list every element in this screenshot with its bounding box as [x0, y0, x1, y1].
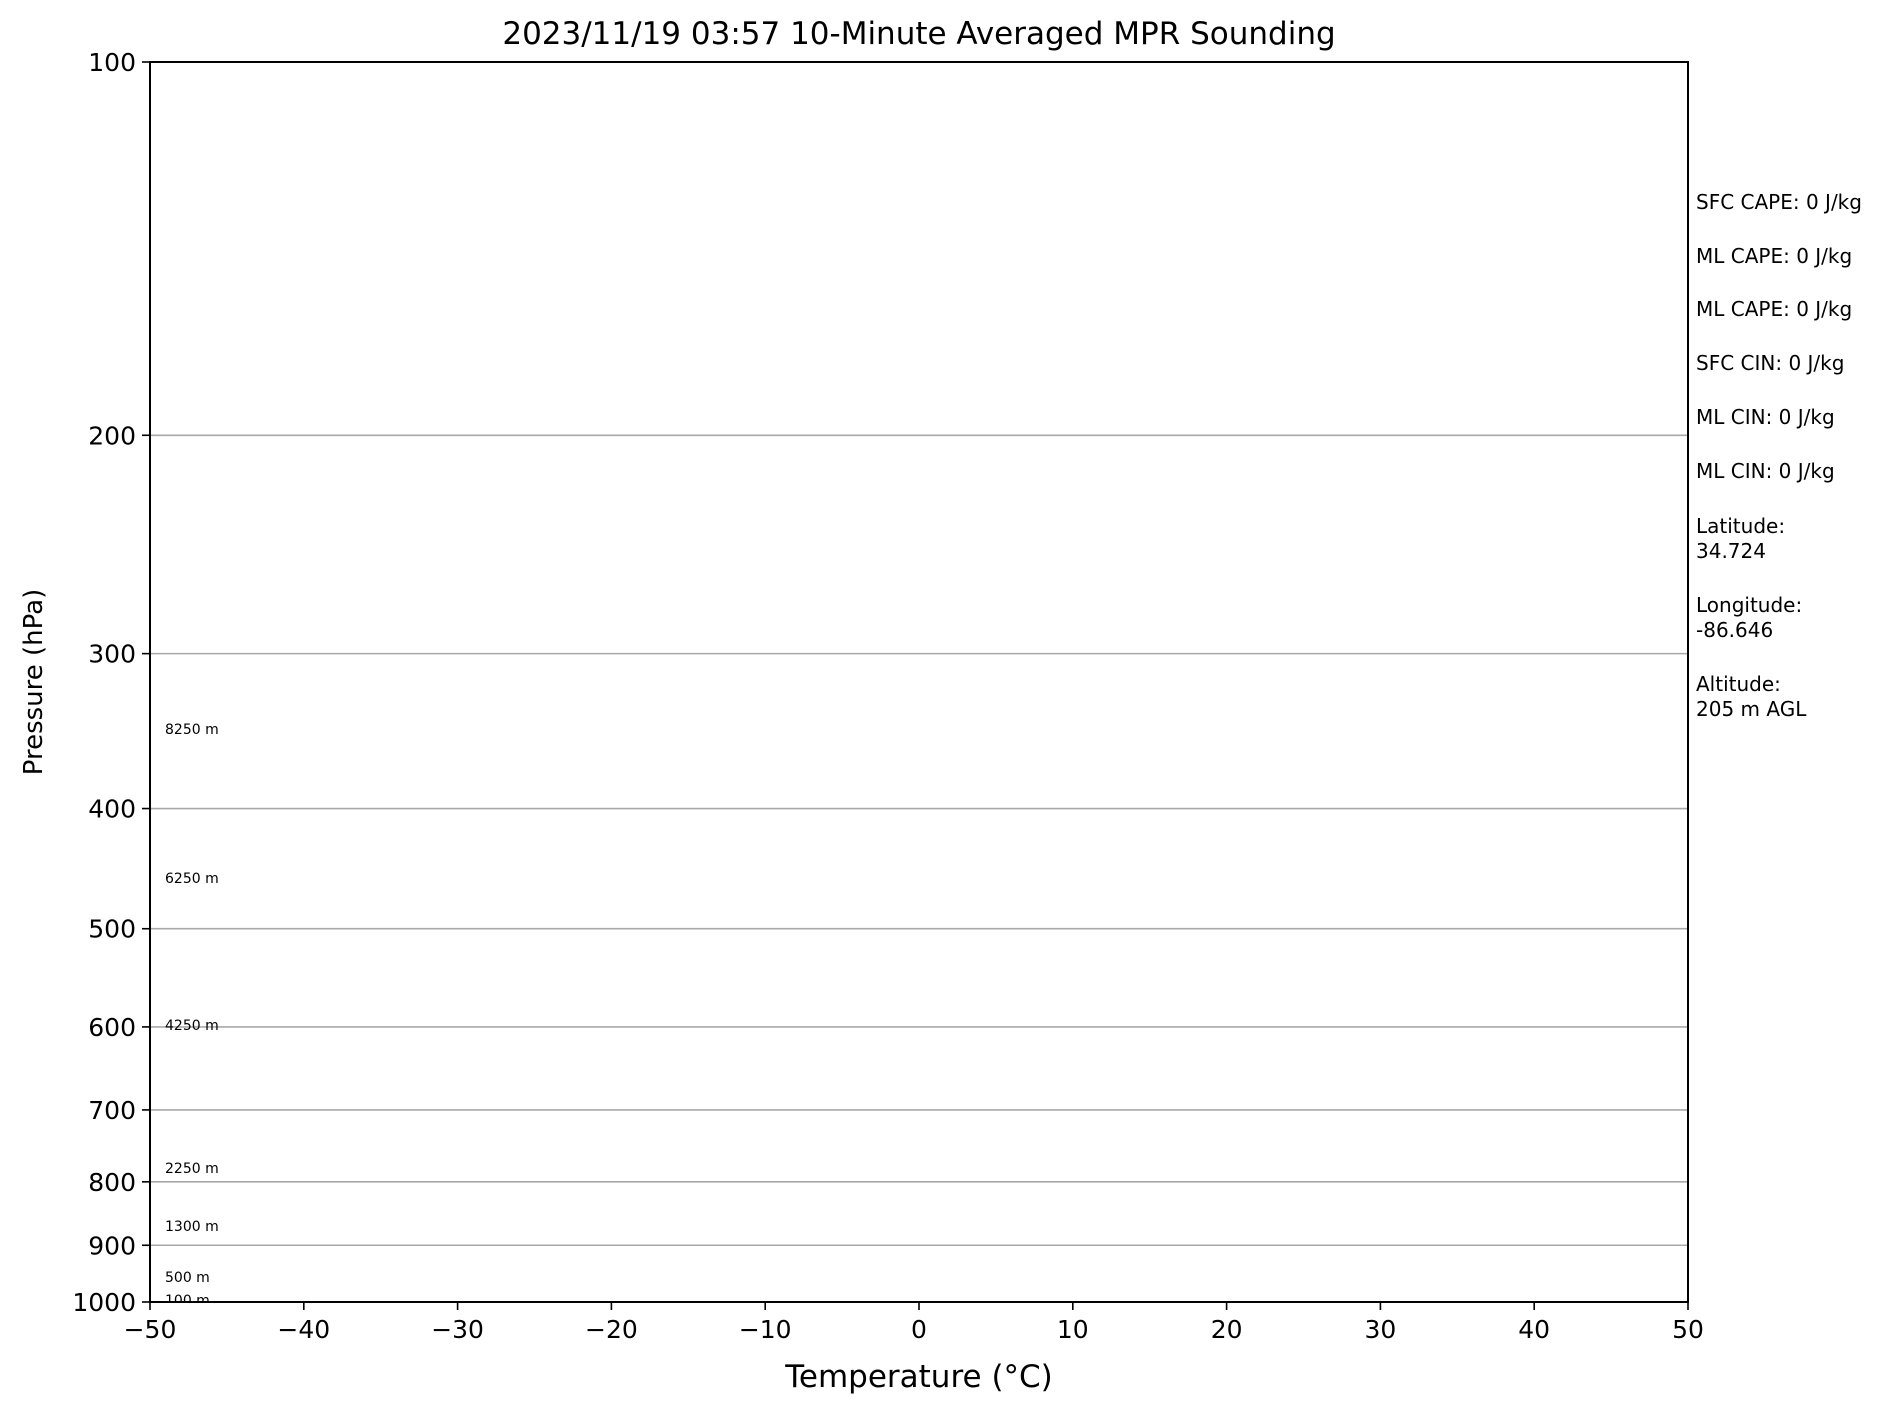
x-tick-label: 50: [1672, 1315, 1704, 1344]
x-tick-label: −20: [585, 1315, 638, 1344]
info-item: ML CAPE: 0 J/kg: [1696, 297, 1853, 321]
info-item: SFC CAPE: 0 J/kg: [1696, 190, 1862, 214]
x-tick-label: −30: [431, 1315, 484, 1344]
x-axis-label: Temperature (°C): [784, 1359, 1053, 1395]
info-item: ML CIN: 0 J/kg: [1696, 459, 1835, 483]
y-tick-label: 700: [88, 1096, 136, 1125]
info-item: ML CAPE: 0 J/kg: [1696, 244, 1853, 268]
info-item: Altitude: 205 m AGL: [1696, 672, 1807, 721]
y-tick-label: 500: [88, 915, 136, 944]
y-tick-label: 800: [88, 1168, 136, 1197]
y-tick-label: 1000: [72, 1288, 136, 1317]
x-tick-label: −40: [277, 1315, 330, 1344]
info-item: ML CIN: 0 J/kg: [1696, 405, 1835, 429]
x-tick-label: 0: [911, 1315, 927, 1344]
y-axis-label: Pressure (hPa): [19, 589, 49, 776]
height-label: 6250 m: [165, 871, 219, 887]
x-tick-label: −10: [739, 1315, 792, 1344]
y-tick-label: 900: [88, 1231, 136, 1260]
x-tick-label: 40: [1518, 1315, 1550, 1344]
y-tick-label: 300: [88, 640, 136, 669]
height-label: 100 m: [165, 1293, 210, 1309]
x-axis: −50 −40 −30 −20 −10 0 10 20 30 40 50: [124, 1302, 1704, 1344]
height-label: 1300 m: [165, 1219, 219, 1235]
plot-area: 8250 m 6250 m 4250 m 2250 m 1300 m 500 m 100 m: [150, 434, 1688, 1309]
info-item: SFC CIN: 0 J/kg: [1696, 351, 1845, 375]
x-tick-label: 30: [1364, 1315, 1396, 1344]
height-label: 500 m: [165, 1270, 210, 1286]
height-label: 2250 m: [165, 1161, 219, 1177]
x-tick-label: 20: [1211, 1315, 1243, 1344]
y-axis: 100 200 300 400 500 600 700 800 900 1000: [72, 48, 150, 1317]
y-tick-label: 400: [88, 795, 136, 824]
plot-frame: [149, 61, 1689, 1303]
x-tick-label: 10: [1057, 1315, 1089, 1344]
height-label: 4250 m: [165, 1018, 219, 1034]
info-item: Latitude: 34.724: [1696, 514, 1786, 563]
info-item: Longitude: -86.646: [1696, 593, 1803, 642]
chart-title: 2023/11/19 03:57 10-Minute Averaged MPR …: [502, 16, 1335, 52]
y-tick-label: 100: [88, 48, 136, 77]
height-label: 8250 m: [165, 722, 219, 738]
x-tick-label: −50: [124, 1315, 177, 1344]
y-tick-label: 600: [88, 1013, 136, 1042]
y-tick-label: 200: [88, 421, 136, 450]
